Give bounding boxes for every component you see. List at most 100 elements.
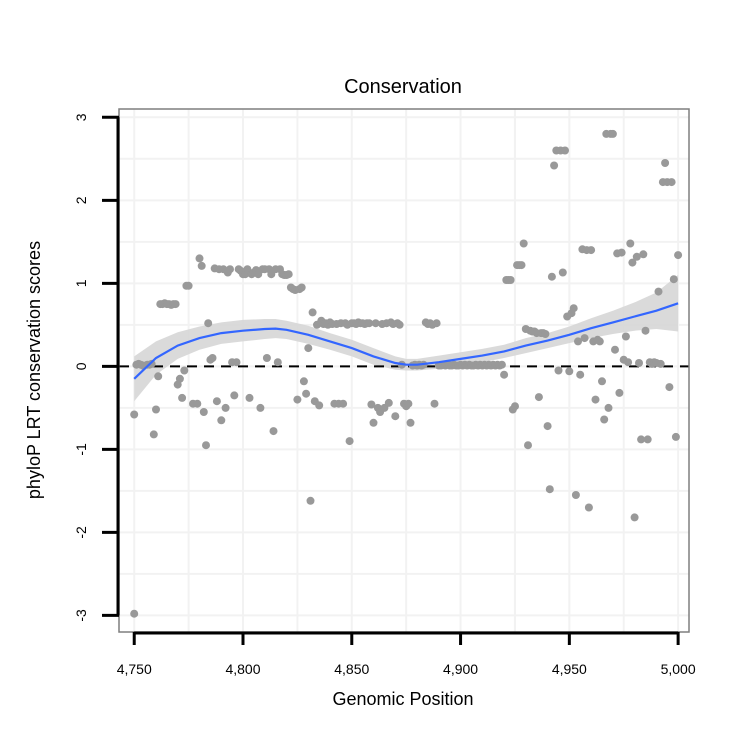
x-tick-label: 4,950 [552,661,587,677]
x-tick-label: 5,000 [661,661,696,677]
data-point [208,354,217,362]
y-tick-label: -3 [73,609,89,622]
y-tick-label: 1 [73,279,89,287]
data-point [639,250,648,259]
data-point [230,391,239,400]
data-point [643,435,652,444]
data-point [674,251,683,260]
data-point [511,402,519,411]
data-point [506,276,515,284]
data-point [345,437,354,446]
data-point [580,334,589,343]
data-point [654,287,663,296]
data-point [669,275,678,284]
data-point [628,258,637,267]
data-point [299,377,308,386]
data-point [315,401,324,410]
data-point [561,146,569,155]
data-point [661,159,670,167]
data-point [197,261,206,270]
data-point [600,415,609,424]
data-point [608,129,617,138]
data-point [497,360,506,369]
data-point [621,332,630,341]
x-axis-label: Genomic Position [332,689,473,709]
data-point [637,435,646,444]
data-point [541,330,550,338]
data-point [199,408,208,416]
data-point [147,359,156,368]
data-point [339,399,348,408]
data-point [615,388,624,397]
x-axis: 4,750 4,800 4,850 4,900 4,950 5,000 [117,631,696,677]
data-point [180,366,189,375]
data-point [130,410,139,419]
data-points [130,129,683,618]
data-point [193,399,202,408]
data-point [550,161,559,170]
data-point [630,513,639,522]
data-point [395,320,404,329]
data-point [635,359,643,367]
data-point [212,397,221,406]
x-tick-label: 4,900 [443,661,478,677]
data-point [369,418,378,427]
data-point [587,246,596,255]
y-tick-label: 0 [73,362,89,370]
data-point [195,254,204,263]
data-point [175,374,184,383]
data-point [595,337,604,346]
smooth-curve [133,302,679,380]
data-point [365,319,374,328]
data-point [574,337,582,346]
data-point [293,395,302,404]
data-point [367,400,376,409]
data-point [617,248,626,257]
data-point [308,308,317,317]
data-point [149,430,158,439]
data-point [624,358,633,367]
data-point [598,377,606,386]
data-point [406,418,415,427]
data-point [558,268,567,277]
data-point [432,319,441,328]
data-point [245,393,254,402]
data-point [554,366,563,375]
data-point [591,395,600,404]
data-point [430,399,439,408]
data-point [256,403,265,412]
data-point [269,427,278,436]
data-point [611,345,619,354]
data-point [184,281,193,290]
panel-background [119,109,689,632]
data-point [391,412,400,421]
data-point [569,304,578,313]
data-point [671,432,680,441]
data-point [232,358,241,367]
confidence-band [134,275,679,402]
y-tick-label: 3 [73,113,89,121]
data-point [519,239,528,248]
plot-panel [118,108,690,633]
y-tick-label: -2 [73,526,89,539]
data-point [545,485,554,494]
data-point [371,319,380,328]
y-tick-label: 2 [73,196,89,204]
data-point [500,370,509,379]
data-point [604,403,613,412]
smooth-line [133,302,679,380]
data-point [665,383,674,392]
data-point [284,270,293,279]
data-point [302,389,311,398]
data-point [543,422,552,431]
data-point [576,370,585,379]
data-point [262,354,271,362]
data-point [517,261,526,270]
data-point [306,496,315,505]
data-point [534,393,543,402]
y-axis-label: phyloP LRT conservation scores [24,241,44,499]
confidence-band-area [134,275,679,402]
data-point [632,252,641,261]
data-point [154,372,163,381]
